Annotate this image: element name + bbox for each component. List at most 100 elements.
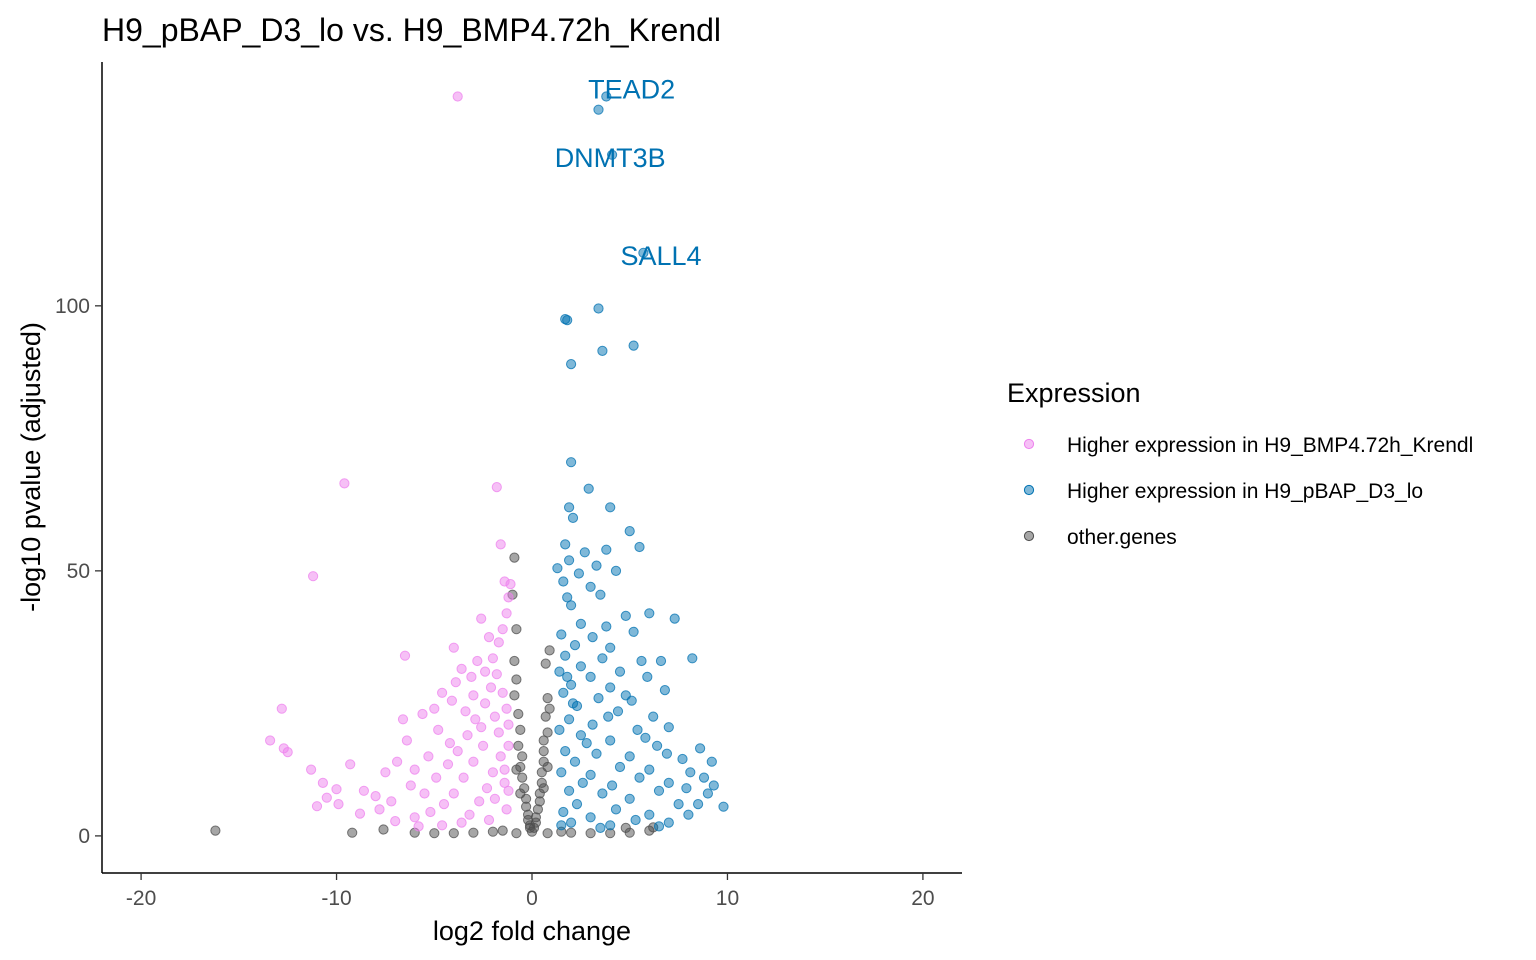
data-point-series-1-15 (624, 526, 635, 537)
data-point-series-0-4 (495, 539, 506, 550)
data-point-series-1-109 (581, 738, 592, 749)
data-point-series-2-7 (511, 674, 522, 685)
x-tick-label: 10 (716, 887, 739, 910)
data-point-series-1-50 (566, 679, 577, 690)
data-point-series-1-46 (554, 666, 565, 677)
data-point-series-1-33 (601, 621, 612, 632)
data-point-series-0-80 (503, 740, 514, 751)
x-tick-label: -10 (321, 887, 351, 910)
data-point-series-0-40 (433, 724, 444, 736)
data-point-series-2-2 (378, 824, 389, 835)
data-point-series-1-45 (655, 655, 667, 667)
data-point-series-1-57 (612, 706, 624, 717)
data-point-series-0-73 (499, 777, 510, 789)
data-point-series-2-13 (544, 703, 555, 714)
data-point-series-1-36 (628, 626, 639, 637)
data-point-series-0-34 (487, 653, 498, 664)
data-point-series-1-39 (605, 642, 616, 653)
data-point-series-2-55 (538, 783, 549, 794)
data-point-series-1-3 (638, 247, 649, 258)
data-point-series-1-37 (587, 632, 598, 643)
data-point-series-1-41 (597, 653, 608, 664)
data-point-series-1-79 (577, 777, 588, 789)
data-point-series-0-76 (483, 814, 495, 826)
data-point-series-1-71 (569, 756, 581, 767)
data-point-series-0-55 (485, 682, 497, 693)
data-point-series-1-60 (587, 719, 598, 730)
data-point-series-0-18 (321, 792, 332, 803)
x-tick-label: 0 (526, 887, 538, 910)
data-point-series-0-19 (358, 785, 369, 796)
data-point-series-0-50 (442, 759, 454, 770)
data-point-series-1-9 (566, 359, 577, 370)
data-point-series-1-53 (558, 687, 569, 698)
data-point-series-0-78 (437, 820, 448, 831)
data-point-series-1-65 (695, 743, 706, 754)
data-point-series-2-58 (620, 822, 631, 834)
data-point-series-0-51 (452, 746, 463, 757)
data-point-series-0-60 (478, 740, 489, 751)
data-point-series-0-61 (468, 756, 479, 767)
data-point-series-0-41 (444, 738, 455, 749)
data-point-series-1-78 (634, 772, 645, 783)
data-point-series-1-97 (566, 817, 577, 828)
points-layer (210, 91, 729, 839)
data-point-series-0-25 (401, 735, 412, 746)
data-point-series-1-82 (702, 788, 714, 799)
data-point-series-1-44 (575, 661, 587, 672)
data-point-series-1-102 (595, 822, 606, 834)
data-point-series-0-54 (480, 698, 491, 709)
data-point-series-0-85 (468, 690, 479, 701)
data-point-series-1-104 (698, 772, 710, 783)
data-point-series-1-81 (607, 780, 618, 791)
data-point-series-1-19 (564, 555, 575, 566)
data-point-series-1-58 (648, 711, 659, 722)
data-point-series-2-3 (509, 552, 520, 563)
data-point-series-2-45 (566, 827, 577, 838)
data-point-series-2-0 (210, 825, 221, 836)
data-point-series-1-52 (659, 685, 671, 696)
data-point-series-1-25 (610, 565, 622, 577)
data-point-series-1-63 (575, 730, 587, 741)
data-point-series-0-27 (417, 708, 428, 720)
data-point-series-0-24 (392, 756, 403, 767)
data-point-series-2-39 (538, 746, 549, 757)
data-point-series-1-70 (677, 753, 688, 765)
data-point-series-0-45 (386, 796, 397, 807)
data-point-series-0-14 (306, 764, 317, 775)
legend-key-krendl (1023, 438, 1035, 450)
data-point-series-0-75 (501, 804, 512, 815)
data-point-series-1-107 (567, 698, 579, 709)
data-point-series-1-61 (663, 722, 674, 733)
data-point-series-1-106 (562, 671, 573, 683)
data-point-series-0-42 (423, 751, 434, 762)
gene-label-tead2: TEAD2 (588, 74, 675, 104)
data-point-series-0-67 (390, 816, 401, 827)
data-point-series-0-29 (437, 687, 448, 698)
data-point-series-1-49 (642, 671, 653, 683)
data-point-series-0-33 (472, 655, 483, 667)
data-point-series-0-22 (370, 791, 381, 802)
data-point-series-0-46 (374, 804, 385, 815)
data-point-series-2-41 (468, 827, 479, 838)
data-point-series-1-89 (571, 799, 583, 810)
data-point-series-1-7 (597, 345, 608, 356)
data-point-series-0-77 (456, 817, 467, 828)
data-point-series-1-87 (693, 799, 704, 810)
legend: Expression Higher expression in H9_BMP4.… (1007, 378, 1473, 549)
data-point-series-0-59 (503, 719, 514, 730)
data-point-series-1-8 (628, 340, 639, 351)
data-point-series-1-31 (620, 610, 631, 622)
data-point-series-2-52 (511, 828, 522, 839)
data-point-series-1-51 (605, 682, 616, 693)
data-point-series-2-46 (585, 828, 596, 839)
data-point-series-0-62 (458, 772, 469, 783)
data-point-series-1-93 (644, 809, 655, 820)
data-point-series-0-13 (282, 747, 293, 758)
data-point-series-1-85 (597, 788, 608, 799)
data-point-series-0-36 (497, 624, 508, 635)
data-point-series-1-43 (687, 653, 698, 664)
data-point-series-1-23 (573, 568, 585, 579)
data-point-series-1-24 (558, 576, 569, 587)
data-point-series-0-44 (405, 780, 416, 791)
